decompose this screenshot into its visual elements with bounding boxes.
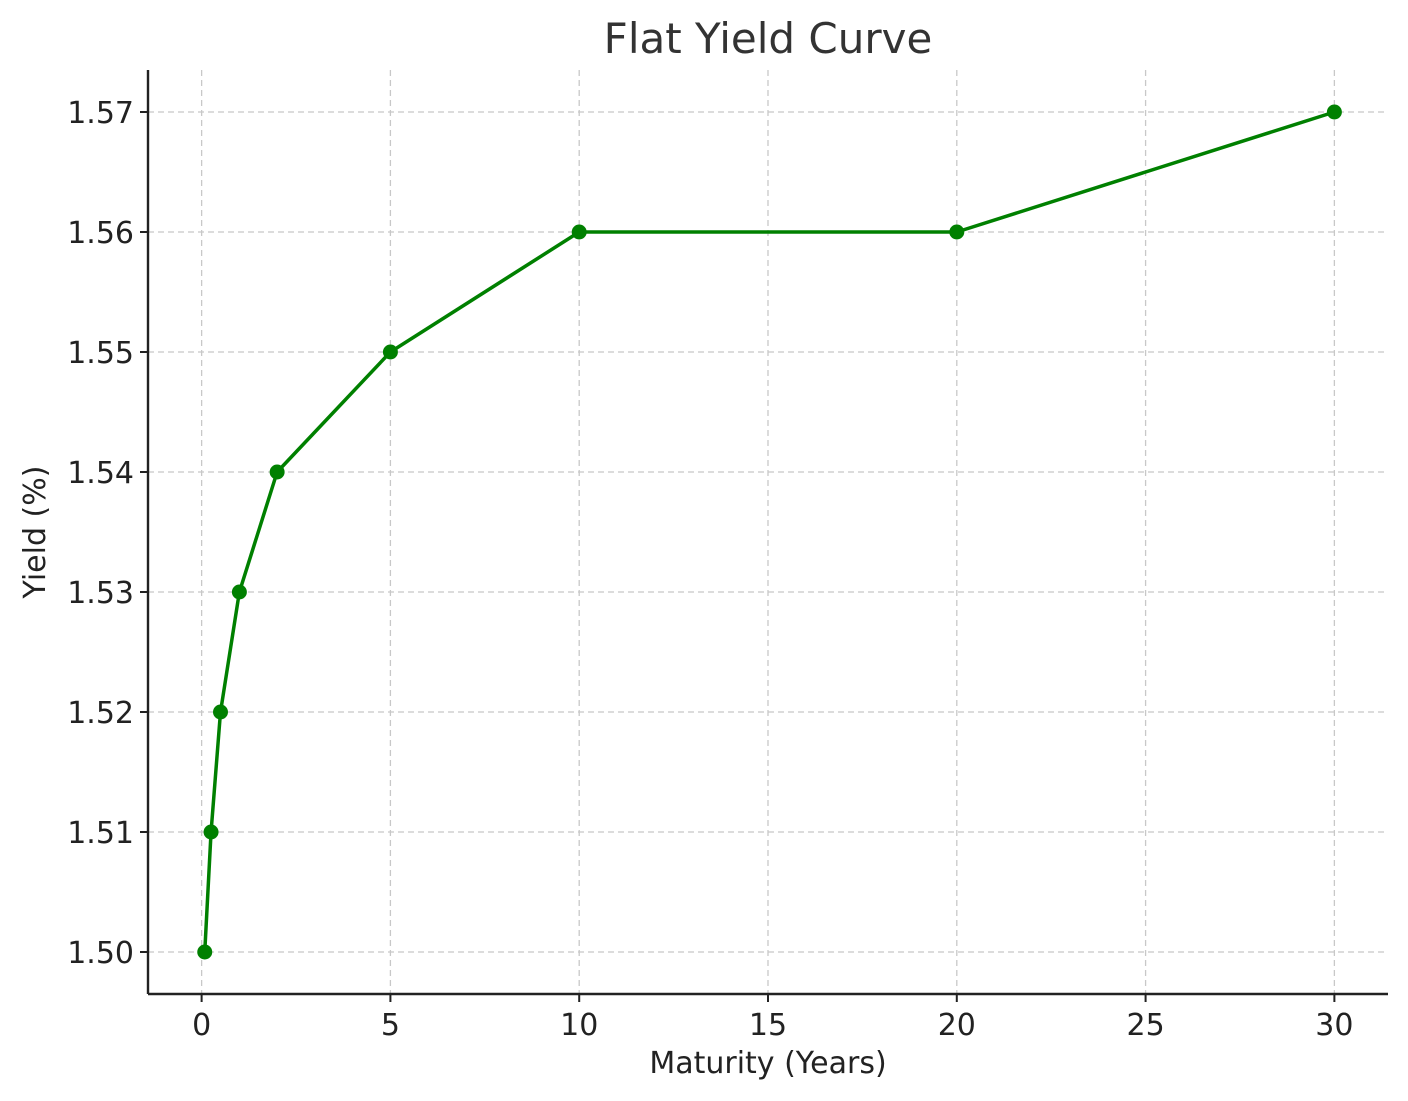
- data-point: [203, 824, 219, 840]
- x-tick-label: 10: [560, 1008, 598, 1043]
- y-tick-label: 1.56: [67, 216, 134, 251]
- data-point: [949, 224, 965, 240]
- x-tick-label: 25: [1126, 1008, 1164, 1043]
- data-point: [571, 224, 587, 240]
- data-point: [1326, 104, 1342, 120]
- x-axis-label: Maturity (Years): [649, 1046, 886, 1081]
- data-point: [231, 584, 247, 600]
- data-point: [197, 944, 213, 960]
- y-tick-label: 1.57: [67, 96, 134, 131]
- x-tick-label: 30: [1315, 1008, 1353, 1043]
- x-tick-label: 5: [381, 1008, 400, 1043]
- y-tick-label: 1.50: [67, 936, 134, 971]
- chart-title: Flat Yield Curve: [604, 14, 933, 63]
- x-axis-ticks: 0 5 10 15 20 25 30: [192, 994, 1353, 1043]
- y-tick-label: 1.55: [67, 336, 134, 371]
- y-tick-label: 1.52: [67, 696, 134, 731]
- grid-lines: [148, 70, 1388, 994]
- data-point: [212, 704, 228, 720]
- y-axis-label: Yield (%): [18, 466, 53, 600]
- x-tick-label: 20: [938, 1008, 976, 1043]
- data-point: [269, 464, 285, 480]
- y-axis-ticks: 1.50 1.51 1.52 1.53 1.54 1.55 1.56 1.57: [67, 96, 148, 971]
- y-tick-label: 1.54: [67, 456, 134, 491]
- x-tick-label: 0: [192, 1008, 211, 1043]
- x-tick-label: 15: [749, 1008, 787, 1043]
- y-tick-label: 1.51: [67, 816, 134, 851]
- data-point: [382, 344, 398, 360]
- y-tick-label: 1.53: [67, 576, 134, 611]
- series-line: [203, 110, 1335, 953]
- data-series: [197, 104, 1342, 960]
